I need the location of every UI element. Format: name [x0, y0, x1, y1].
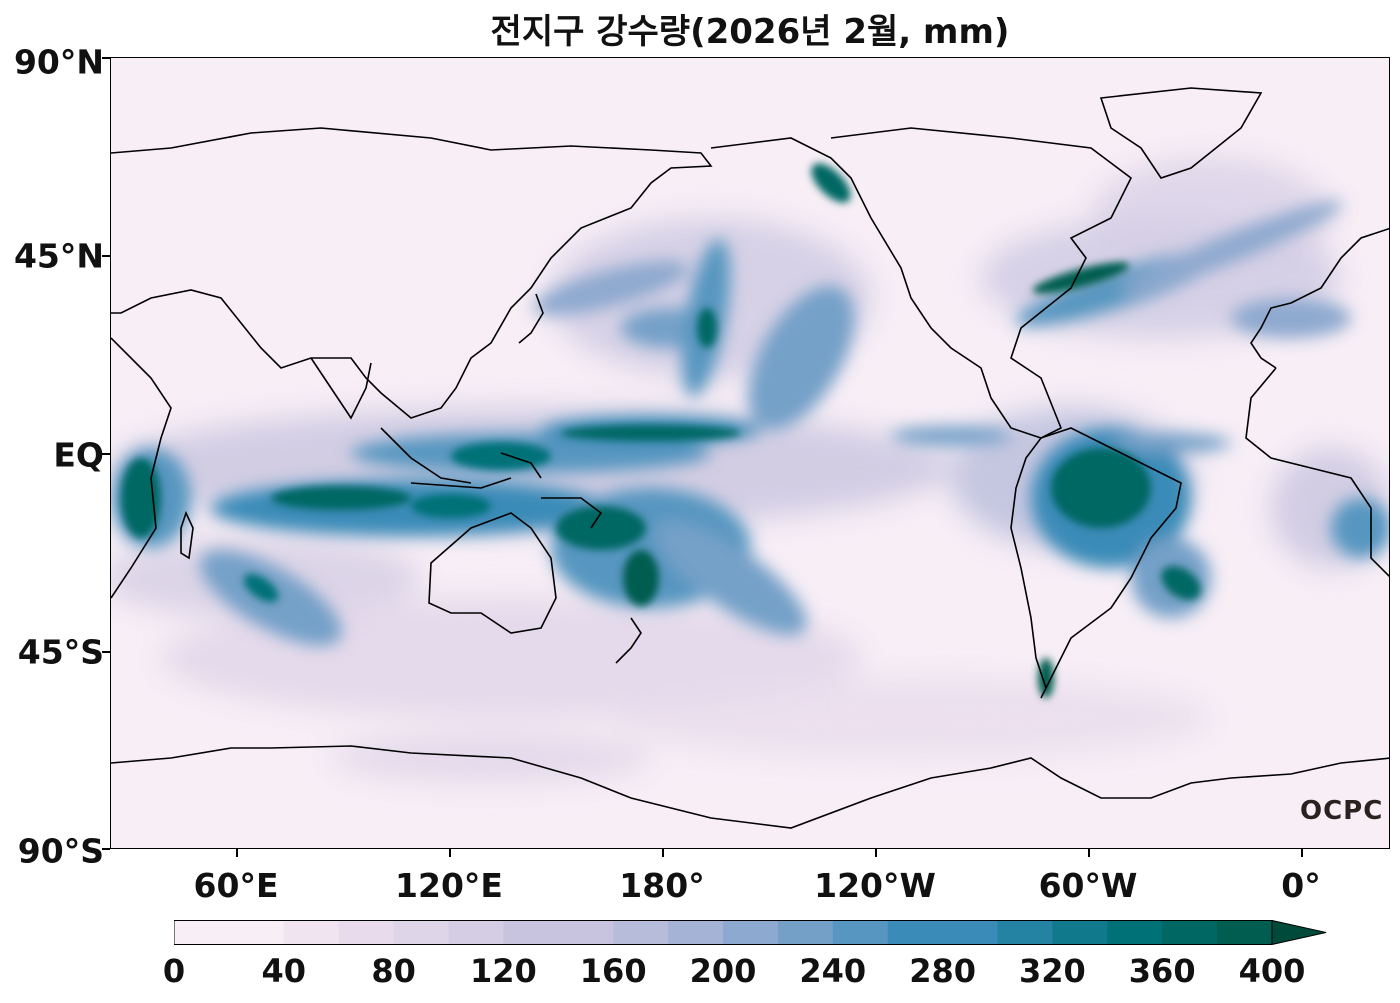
colorbar-cell	[503, 920, 559, 945]
colorbar-cell	[174, 920, 230, 945]
colorbar	[174, 920, 1327, 946]
colorbar-cell	[723, 920, 779, 945]
colorbar-tick-label: 0	[162, 952, 186, 990]
colorbar-tick-label: 320	[1018, 952, 1086, 990]
lat-label-45s: 45°S	[17, 632, 104, 672]
lat-label-90n: 90°N	[13, 42, 104, 82]
lon-tick	[662, 849, 664, 857]
precipitation-map	[110, 57, 1390, 849]
colorbar-tick-label: 80	[371, 952, 416, 990]
colorbar-cell	[1107, 920, 1163, 945]
lon-label-60e: 60°E	[193, 866, 279, 905]
colorbar-cell	[1052, 920, 1108, 945]
colorbar-cell	[613, 920, 669, 945]
lat-tick	[102, 453, 110, 455]
lon-tick	[236, 849, 238, 857]
colorbar-tick-label: 360	[1128, 952, 1196, 990]
lat-label-90s: 90°S	[17, 831, 104, 871]
map-title: 전지구 강수량(2026년 2월, mm)	[490, 12, 1010, 52]
colorbar-cell	[1162, 920, 1218, 945]
map-canvas	[111, 58, 1389, 848]
colorbar-cell	[558, 920, 614, 945]
colorbar-tick-label: 280	[909, 952, 976, 990]
colorbar-tick-label: 160	[579, 952, 647, 990]
colorbar-cell	[887, 920, 944, 945]
lon-label-120e: 120°E	[395, 866, 503, 905]
lat-tick	[102, 57, 110, 59]
lon-tick	[1301, 849, 1303, 857]
lon-label-60w: 60°W	[1038, 866, 1138, 905]
colorbar-cell	[283, 920, 340, 945]
colorbar-cell	[228, 920, 285, 945]
colorbar-tick-label: 120	[469, 952, 537, 990]
lat-tick	[102, 651, 110, 653]
lat-label-eq: EQ	[53, 435, 104, 475]
lat-tick	[102, 255, 110, 257]
colorbar-cell	[1217, 920, 1273, 945]
lat-label-45n: 45°N	[13, 236, 104, 276]
ocpc-logo: OCPC	[1300, 796, 1384, 826]
colorbar-cell	[448, 920, 504, 945]
lon-tick	[449, 849, 451, 857]
coastlines	[111, 87, 1389, 829]
lon-tick	[875, 849, 877, 857]
lon-tick	[1088, 849, 1090, 857]
colorbar-cell	[668, 920, 724, 945]
colorbar-extend-arrow	[1271, 920, 1327, 946]
colorbar-tick-label: 240	[799, 952, 867, 990]
lat-tick	[102, 848, 110, 850]
colorbar-cell	[997, 920, 1053, 945]
colorbar-tick-label: 400	[1238, 952, 1306, 990]
colorbar-cell	[832, 920, 889, 945]
lon-label-120w: 120°W	[814, 866, 936, 905]
colorbar-cell	[942, 920, 998, 945]
colorbar-tick-label: 200	[689, 952, 757, 990]
colorbar-cell	[777, 920, 834, 945]
colorbar-cell	[338, 920, 395, 945]
colorbar-tick-label: 40	[261, 952, 307, 990]
colorbar-cell	[393, 920, 449, 945]
lon-label-0: 0°	[1281, 866, 1321, 905]
lon-label-180: 180°	[619, 866, 705, 905]
